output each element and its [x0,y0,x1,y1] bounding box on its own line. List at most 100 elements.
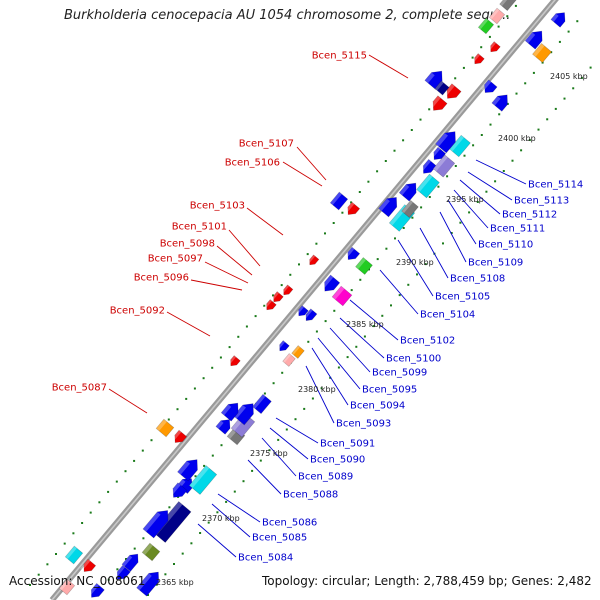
gc-dot [155,583,158,586]
gc-dot [225,500,228,503]
gc-dot [115,480,118,483]
gene-feature-forward [491,94,508,112]
gene-label-bcen-5092: Bcen_5092 [110,306,165,317]
gc-dot [546,118,549,121]
gc-dot [164,573,167,576]
gc-dot [177,495,180,498]
gene-feature-reverse [87,583,105,598]
gene-label-bcen-5097: Bcen_5097 [148,254,203,265]
gene-feature-reverse [58,578,76,596]
leader-line [419,227,449,279]
gene-feature-reverse [499,0,517,11]
gene-label-bcen-5099: Bcen_5099 [372,368,427,379]
gc-dot [29,584,31,586]
gc-dot [480,46,483,49]
leader-line [459,179,501,215]
gc-dot [320,387,323,390]
gc-dot [194,475,197,478]
gc-dot [228,346,231,349]
leader-line [261,437,297,477]
gc-dot [502,170,505,172]
leader-line [305,365,335,424]
gc-dot [303,407,306,410]
gene-label-bcen-5103: Bcen_5103 [190,201,245,212]
gene-feature-reverse [424,70,443,90]
scale-label: 2405 kbp [550,72,588,81]
gc-dot [341,211,344,214]
gene-label-bcen-5100: Bcen_5100 [386,354,441,365]
gc-dot [437,185,440,188]
gc-dot [394,237,396,240]
gc-dot [410,129,413,131]
gc-dot [329,376,332,379]
gc-dot [390,304,392,307]
gc-dot [285,428,288,431]
gc-dot [350,289,353,292]
gene-feature-reverse [428,95,448,111]
gc-dot [211,366,214,369]
gene-feature-reverse [471,53,485,65]
gc-dot [472,144,475,147]
gc-dot [147,594,149,596]
scale-label: 2375 kbp [250,449,288,458]
gc-dot [211,454,214,457]
leader-line [228,229,261,267]
gc-dot [124,470,127,473]
gc-dot [332,222,335,224]
gc-dot [468,211,471,214]
gc-dot [133,547,136,550]
gc-dot [524,82,527,85]
gc-dot [567,30,570,33]
gc-dot [528,139,531,141]
gene-label-bcen-5101: Bcen_5101 [172,222,227,233]
gc-dot [333,309,336,312]
gene-feature-reverse [270,291,284,303]
gc-dot [81,522,84,524]
gc-dot [520,149,523,152]
gc-dot [268,449,271,452]
gc-dot [272,294,274,297]
gc-dot [497,25,500,28]
gene-feature-forward [320,274,341,292]
gene-label-bcen-5090: Bcen_5090 [310,455,365,466]
gene-feature-reverse [307,254,320,266]
gc-dot [294,418,297,421]
gc-dot [202,377,205,380]
gene-label-bcen-5086: Bcen_5086 [262,518,317,529]
gc-dot [251,469,254,472]
gc-dot [237,335,240,338]
gene-label-bcen-5107: Bcen_5107 [239,139,294,150]
gc-dot [199,532,202,534]
gene-label-bcen-5109: Bcen_5109 [468,258,523,269]
leader-line [246,207,284,236]
leader-line [269,427,309,460]
gc-dot [376,170,379,173]
leader-line [329,327,371,373]
gc-dot [220,444,223,447]
gc-dot [428,196,431,198]
gene-feature-forward [142,510,169,539]
gc-dot [142,537,145,540]
gc-dot [558,40,561,43]
gc-dot [133,459,136,462]
gene-label-bcen-5112: Bcen_5112 [502,210,557,221]
topology-text: Topology: circular; Length: 2,788,459 bp… [262,574,592,588]
gc-dot [485,190,488,193]
gc-dot [550,51,553,54]
gc-dot [419,118,422,121]
gc-dot [190,542,193,545]
gene-label-bcen-5098: Bcen_5098 [160,239,215,250]
leader-line [282,161,323,187]
gene-feature-forward [295,305,309,317]
gc-dot [576,20,579,23]
gc-dot [450,232,453,234]
gc-dot [368,268,370,271]
gc-dot [563,97,566,100]
leader-line [217,493,261,523]
gc-dot [242,480,245,483]
gc-dot [381,314,384,317]
gene-label-bcen-5096: Bcen_5096 [134,273,189,284]
leader-line [166,311,211,337]
gc-dot [259,459,262,462]
